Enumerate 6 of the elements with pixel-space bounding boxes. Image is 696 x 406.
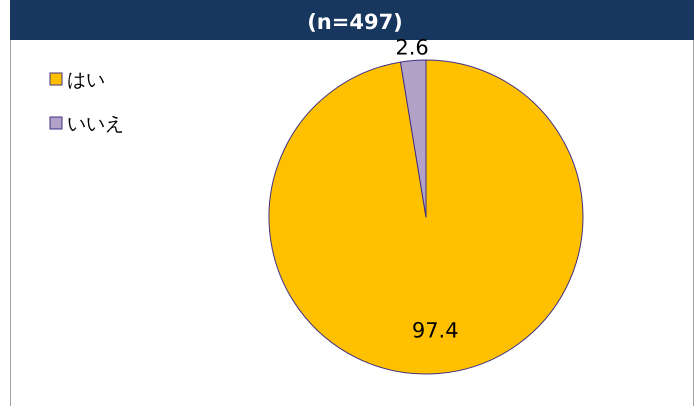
pie-slice (268, 60, 584, 374)
legend-label: いいえ (67, 113, 124, 135)
data-label: 97.4 (412, 318, 459, 343)
chart-title: (n=497) (307, 10, 403, 34)
legend-label: はい (67, 69, 105, 91)
data-label: 2.6 (395, 36, 429, 60)
